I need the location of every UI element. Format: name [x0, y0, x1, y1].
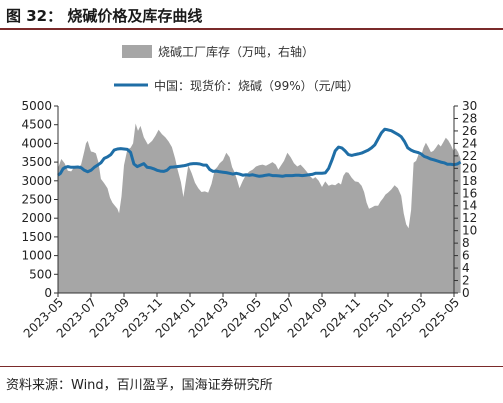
left-axis-tick-label: 4000	[21, 136, 52, 150]
figure-title: 图 32： 烧碱价格及库存曲线	[6, 7, 203, 25]
left-axis-tick-label: 3000	[21, 174, 52, 188]
right-axis-tick-label: 10	[462, 224, 477, 238]
right-axis-tick-label: 2	[462, 274, 470, 288]
left-axis-tick-label: 1500	[21, 230, 52, 244]
right-axis-tick-label: 12	[462, 211, 477, 225]
title-rule	[0, 28, 503, 30]
source-note: 资料来源：Wind，百川盈孚，国海证券研究所	[6, 378, 273, 393]
left-axis-tick-label: 5000	[21, 99, 52, 113]
legend-label-price: 中国：现货价：烧碱（99%）（元/吨）	[154, 78, 359, 93]
left-axis-tick-label: 3500	[21, 155, 52, 169]
legend-swatch-inventory	[122, 45, 152, 58]
chart: 烧碱工厂库存（万吨，右轴） 中国：现货价：烧碱（99%）（元/吨） 0 500 10…	[21, 44, 478, 341]
left-axis-tick-label: 2000	[21, 211, 52, 225]
left-axis-tick-label: 1000	[21, 249, 52, 263]
left-axis-tick-label: 0	[44, 286, 52, 300]
source-rule	[0, 366, 503, 367]
right-axis-tick-label: 26	[462, 124, 477, 138]
right-axis-tick-label: 6	[462, 249, 470, 263]
series-inventory-area	[58, 123, 461, 293]
right-axis-tick-label: 22	[462, 149, 477, 163]
series-price-line	[57, 127, 462, 178]
right-axis-tick-label: 30	[462, 99, 477, 113]
right-axis-tick-label: 4	[462, 261, 470, 275]
legend: 烧碱工厂库存（万吨，右轴） 中国：现货价：烧碱（99%）（元/吨）	[114, 44, 359, 93]
right-axis-tick-label: 24	[462, 136, 477, 150]
left-axis-tick-label: 2500	[21, 193, 52, 207]
right-axis-tick-label: 0	[462, 286, 470, 300]
right-axis-tick-label: 18	[462, 174, 477, 188]
left-axis-tick-label: 4500	[21, 118, 52, 132]
plot-area	[57, 123, 462, 293]
legend-label-inventory: 烧碱工厂库存（万吨，右轴）	[158, 44, 314, 59]
right-axis-tick-label: 16	[462, 186, 477, 200]
right-axis-tick-label: 8	[462, 236, 470, 250]
left-axis-tick-label: 500	[29, 267, 52, 281]
right-axis-tick-label: 28	[462, 111, 477, 125]
right-axis-tick-label: 20	[462, 161, 477, 175]
right-axis-tick-label: 14	[462, 199, 477, 213]
